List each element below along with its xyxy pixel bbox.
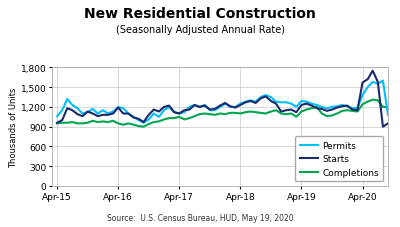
- Completions: [80, 123, 85, 125]
- Completions: [162, 118, 166, 121]
- Permits: [202, 104, 207, 107]
- Completions: [202, 113, 207, 115]
- Starts: [197, 106, 202, 109]
- Legend: Permits, Starts, Completions: Permits, Starts, Completions: [295, 137, 384, 182]
- Starts: [156, 111, 161, 114]
- Completions: [55, 123, 60, 125]
- Text: Source:  U.S. Census Bureau, HUD, May 19, 2020: Source: U.S. Census Bureau, HUD, May 19,…: [107, 214, 293, 222]
- Starts: [136, 118, 141, 121]
- Line: Starts: Starts: [57, 71, 388, 127]
- Permits: [162, 109, 166, 112]
- Starts: [55, 122, 60, 125]
- Completions: [136, 125, 141, 128]
- Line: Permits: Permits: [57, 81, 388, 123]
- Permits: [386, 114, 390, 117]
- Starts: [80, 115, 85, 118]
- Line: Completions: Completions: [57, 100, 388, 127]
- Completions: [386, 106, 390, 109]
- Completions: [208, 113, 212, 116]
- Permits: [141, 122, 146, 125]
- Permits: [55, 115, 60, 118]
- Permits: [320, 106, 324, 109]
- Permits: [380, 80, 385, 83]
- Starts: [314, 107, 319, 110]
- Permits: [80, 113, 85, 115]
- Starts: [386, 123, 390, 125]
- Text: New Residential Construction: New Residential Construction: [84, 7, 316, 21]
- Permits: [136, 119, 141, 122]
- Starts: [380, 126, 385, 128]
- Completions: [320, 113, 324, 115]
- Text: (Seasonally Adjusted Annual Rate): (Seasonally Adjusted Annual Rate): [116, 25, 284, 35]
- Completions: [370, 99, 375, 102]
- Permits: [208, 109, 212, 112]
- Y-axis label: Thousands of Units: Thousands of Units: [9, 87, 18, 167]
- Starts: [202, 105, 207, 108]
- Starts: [370, 70, 375, 73]
- Completions: [141, 126, 146, 128]
